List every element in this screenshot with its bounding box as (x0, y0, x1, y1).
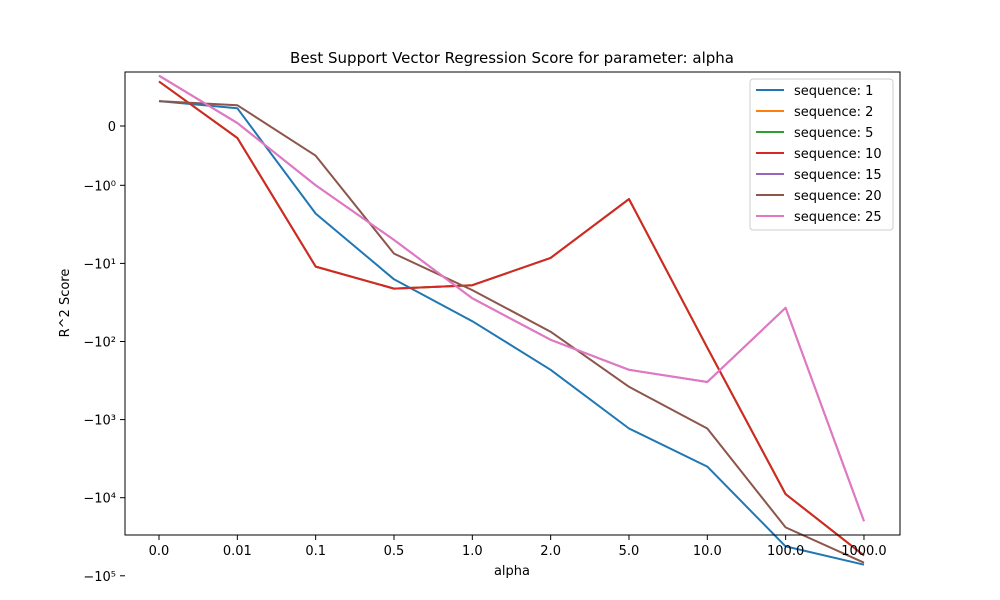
plot-lines (158, 74, 865, 566)
legend-label: sequence: 25 (794, 210, 882, 225)
x-tick-label: 1.0 (462, 544, 483, 559)
series-line (158, 74, 865, 522)
y-axis: 0 −10⁰ −10¹ −10² −10³ −10⁴ −10⁵ (83, 120, 125, 585)
legend-label: sequence: 15 (794, 168, 882, 183)
y-tick-label: −10⁰ (83, 179, 116, 194)
y-tick-label: −10⁴ (83, 492, 116, 507)
y-tick-label: −10⁵ (83, 570, 116, 585)
x-tick-label: 5.0 (619, 544, 640, 559)
x-tick-label: 100.0 (767, 544, 804, 559)
y-tick-label: −10¹ (83, 257, 116, 272)
series-line (158, 100, 865, 564)
x-tick-label: 0.0 (149, 544, 170, 559)
x-tick-label: 2.0 (540, 544, 561, 559)
y-tick-label: 0 (108, 120, 116, 135)
x-tick-label: 0.5 (384, 544, 405, 559)
legend-label: sequence: 5 (794, 126, 873, 141)
legend-box (749, 78, 894, 231)
legend-label: sequence: 1 (794, 84, 873, 99)
legend: sequence: 1 sequence: 2 sequence: 5 sequenc… (749, 78, 894, 231)
series-line (158, 100, 865, 566)
x-tick-label: 0.01 (223, 544, 252, 559)
y-tick-label: −10³ (83, 414, 116, 429)
y-tick-label: −10² (83, 336, 116, 351)
x-axis-label: alpha (494, 564, 530, 579)
x-axis: 0.0 0.01 0.1 0.5 1.0 2.0 5.0 10.0 100.0 1000.0 (149, 535, 887, 559)
plot-area-frame (124, 71, 901, 536)
y-axis-label: R^2 Score (58, 269, 73, 338)
x-tick-label: 0.1 (305, 544, 326, 559)
x-tick-label: 1000.0 (841, 544, 887, 559)
chart-title: Best Support Vector Regression Score for… (290, 49, 734, 67)
x-tick-label: 10.0 (693, 544, 722, 559)
legend-label: sequence: 2 (794, 105, 873, 120)
series-line (158, 80, 865, 557)
legend-label: sequence: 20 (794, 189, 882, 204)
legend-label: sequence: 10 (794, 147, 882, 162)
